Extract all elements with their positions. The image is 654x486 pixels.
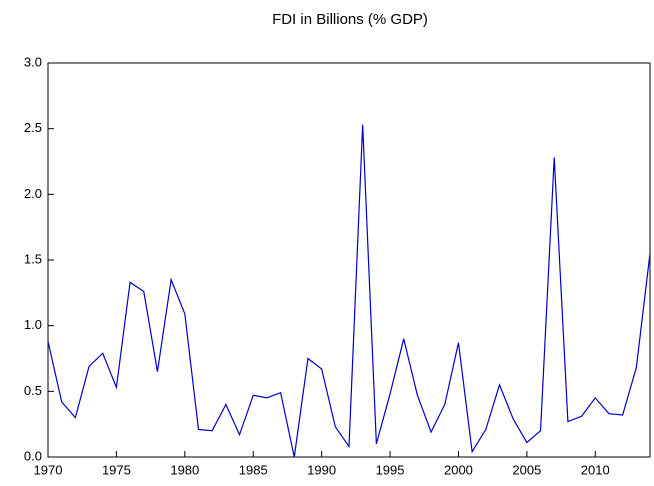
x-tick-label: 1970 — [34, 462, 63, 477]
y-tick-label: 1.5 — [24, 251, 42, 266]
x-tick-label: 1985 — [239, 462, 268, 477]
x-tick-label: 1995 — [376, 462, 405, 477]
y-tick-label: 2.5 — [24, 120, 42, 135]
x-tick-label: 1975 — [102, 462, 131, 477]
x-tick-label: 2010 — [581, 462, 610, 477]
x-tick-label: 2005 — [512, 462, 541, 477]
chart-title: FDI in Billions (% GDP) — [272, 11, 428, 28]
y-tick-label: 0.0 — [24, 448, 42, 463]
x-tick-label: 1990 — [307, 462, 336, 477]
y-tick-label: 2.0 — [24, 186, 42, 201]
data-line — [47, 124, 651, 458]
x-tick-label: 1980 — [170, 462, 199, 477]
x-tick-label: 2000 — [444, 462, 473, 477]
y-tick-label: 3.0 — [24, 54, 42, 69]
y-tick-label: 0.5 — [24, 383, 42, 398]
y-tick-label: 1.0 — [24, 317, 42, 332]
